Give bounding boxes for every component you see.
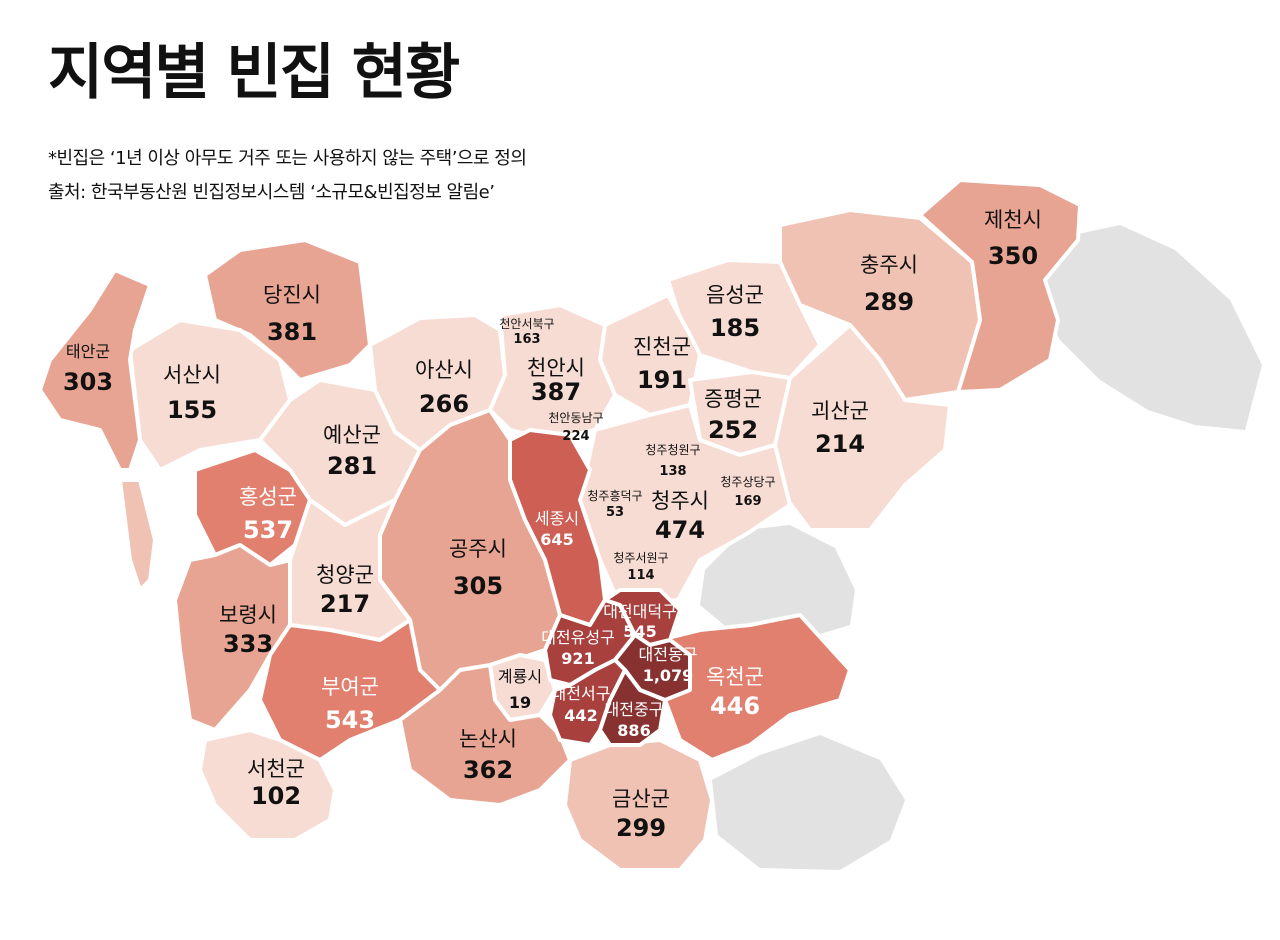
region-nonsan [398,663,572,807]
definition-note: *빈집은 ‘1년 이상 아무도 거주 또는 사용하지 않는 주택’으로 정의 [48,148,527,169]
label-daejeon-seo-name: 대전서구 [552,684,611,703]
label-okcheon-value: 446 [710,692,760,720]
outside-area-boeun [700,525,855,640]
label-daejeon-jung-value: 886 [617,721,650,740]
label-cheongyang-value: 217 [320,590,370,618]
label-daejeon-dong-name: 대전동구 [639,645,698,664]
label-boryeong-name: 보령시 [219,603,277,627]
region-cheonan [488,303,617,442]
label-chungju-name: 충주시 [860,253,918,277]
region-taean-south [118,478,157,592]
label-eumseong-name: 음성군 [706,283,764,307]
label-cheongyang-name: 청양군 [316,563,374,587]
label-gongju-value: 305 [453,572,503,600]
label-cheongju-heungdeok-name: 청주흥덕구 [587,489,642,503]
label-cheongju-seowon-name: 청주서원구 [613,551,668,565]
region-labels: 태안군 303 서산시 155 당진시 381 아산시 266 천안서북구 16… [63,208,1042,842]
label-cheonan-seobuk-value: 163 [513,332,540,347]
region-seocheon [198,728,337,842]
label-jeungpyeong-name: 증평군 [704,387,762,411]
outside-area-gangwon [1040,225,1262,430]
label-seosan-name: 서산시 [163,363,221,387]
label-daejeon-daedeok-name: 대전대덕구 [603,602,677,621]
label-yesan-value: 281 [327,452,377,480]
regions [38,178,1082,872]
label-jincheon-name: 진천군 [633,335,691,359]
label-gyeryong-name: 계룡시 [498,667,542,686]
label-geumsan-value: 299 [616,814,666,842]
label-cheonan-name: 천안시 [527,356,585,380]
label-hongseong-value: 537 [243,516,293,544]
label-cheongju-value: 474 [655,516,705,544]
region-okcheon [658,613,852,762]
label-cheonan-seobuk-name: 천안서북구 [499,316,554,331]
region-cheongju [578,403,792,607]
label-cheongju-cheongwon-name: 청주청원구 [645,443,700,457]
label-nonsan-value: 362 [463,756,513,784]
label-cheongju-cheongwon-value: 138 [659,464,686,479]
label-jincheon-value: 191 [637,366,687,394]
label-cheongju-name: 청주시 [651,489,709,513]
label-eumseong-value: 185 [710,314,760,342]
label-hongseong-name: 홍성군 [239,485,297,509]
region-daejeon-jung [598,668,667,747]
label-buyeo-value: 543 [325,706,375,734]
label-daejeon-yuseong-name: 대전유성구 [541,628,615,647]
label-seocheon-name: 서천군 [247,757,305,781]
label-buyeo-name: 부여군 [321,675,379,699]
label-cheonan-value: 387 [531,378,581,406]
label-daejeon-yuseong-value: 921 [561,649,594,668]
label-daejeon-jung-name: 대전중구 [605,700,664,719]
label-asan-value: 266 [419,390,469,418]
label-cheonan-dongnam-name: 천안동남구 [548,410,603,425]
label-cheonan-dongnam-value: 224 [562,429,589,444]
label-gongju-name: 공주시 [449,537,507,561]
source-note: 출처: 한국부동산원 빈집정보시스템 ‘소규모&빈집정보 알림e’ [48,182,495,203]
outside-areas [700,225,1262,870]
label-nonsan-name: 논산시 [459,727,517,751]
label-okcheon-name: 옥천군 [706,665,764,689]
label-dangjin-value: 381 [267,318,317,346]
label-jeungpyeong-value: 252 [708,416,758,444]
label-cheongju-seowon-value: 114 [627,568,654,583]
label-boryeong-value: 333 [223,630,273,658]
label-dangjin-name: 당진시 [263,283,321,307]
label-goesan-value: 214 [815,430,865,458]
label-cheongju-heungdeok-value: 53 [606,505,624,520]
label-cheongju-sangdang-value: 169 [734,494,761,509]
region-taean [38,268,152,472]
label-daejeon-dong-value: 1,079 [643,666,694,685]
label-daejeon-seo-value: 442 [564,706,597,725]
label-seocheon-value: 102 [251,782,301,810]
label-gyeryong-value: 19 [509,693,531,712]
label-taean-name: 태안군 [66,342,110,361]
label-seosan-value: 155 [167,396,217,424]
region-hongseong [193,448,312,567]
label-asan-name: 아산시 [415,358,473,382]
label-sejong-name: 세종시 [535,509,579,528]
label-yesan-name: 예산군 [323,423,381,447]
outside-area-yeongdong [712,735,905,870]
label-taean-value: 303 [63,368,113,396]
label-sejong-value: 645 [540,530,573,549]
label-goesan-name: 괴산군 [811,399,869,423]
label-daejeon-daedeok-value: 545 [623,622,656,641]
label-cheongju-sangdang-name: 청주상당구 [720,475,775,489]
label-chungju-value: 289 [864,288,914,316]
label-jecheon-name: 제천시 [984,208,1042,232]
label-geumsan-name: 금산군 [612,787,670,811]
map-title: 지역별 빈집 현황 [48,38,460,108]
label-jecheon-value: 350 [988,242,1038,270]
